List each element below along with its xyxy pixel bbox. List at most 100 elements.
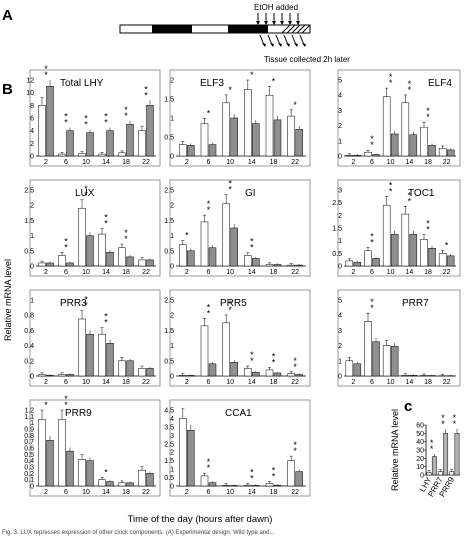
bar-gray (252, 258, 260, 267)
bar-gray (187, 250, 195, 267)
significance-star: * (293, 440, 297, 450)
y-tick-label: 10 (416, 464, 424, 471)
y-tick-label: 12 (26, 78, 34, 85)
bar-white (382, 204, 391, 267)
bar-white (98, 479, 106, 487)
ethoh-label: EtOH added (254, 3, 298, 12)
y-tick-label: 5 (338, 78, 342, 85)
chart-frame (337, 69, 461, 167)
y-tick-label: 0 (338, 374, 342, 381)
y-tick-label: 3 (338, 328, 342, 335)
y-tick-label: 3 (338, 188, 342, 195)
shared-x-axis-label: Time of the day (hours after dawn) (128, 514, 273, 525)
tissue-arrow-5 (299, 34, 305, 46)
bar-white (437, 471, 443, 476)
x-tick-label: 14 (102, 159, 110, 166)
bar-white (265, 94, 274, 157)
y-tick-label: 1 (170, 116, 174, 123)
chart-frame (29, 69, 161, 167)
y-tick-label: 0 (30, 374, 34, 381)
significance-star: * (104, 112, 108, 122)
tissue-arrow-2 (275, 34, 281, 46)
x-tick-label: 10 (226, 489, 234, 496)
panel-letter-a: A (2, 7, 13, 24)
bar-gray (372, 154, 380, 157)
y-tick-label: 3.5 (164, 424, 174, 431)
significance-star: * (370, 297, 374, 307)
significance-star: * (104, 318, 108, 328)
bar-white (222, 203, 230, 267)
y-tick-label: 1 (338, 138, 342, 145)
y-tick-label: 50 (416, 431, 424, 438)
y-tick-label: 0 (30, 154, 34, 161)
tissue-label: Tissue collected 2h later (264, 55, 350, 64)
bar-gray (146, 368, 154, 377)
significance-star: * (104, 219, 108, 229)
bar-gray (126, 124, 134, 157)
chart-title: GI (245, 188, 256, 199)
significance-star: * (389, 78, 393, 88)
significance-star: * (408, 85, 412, 95)
x-tick-label: 18 (270, 379, 278, 386)
x-tick-label: 18 (424, 379, 432, 386)
x-tick-label: 14 (248, 269, 256, 276)
significance-star: * (104, 118, 108, 128)
y-tick-label: 0.5 (164, 475, 174, 482)
bar-white (118, 482, 126, 487)
tissue-arrow-0 (259, 34, 265, 46)
bar-gray (454, 433, 460, 476)
significance-star: * (84, 301, 88, 311)
significance-star: * (370, 231, 374, 241)
chart-frame (169, 399, 311, 497)
significance-star: * (64, 243, 68, 253)
significance-star: * (228, 305, 232, 315)
significance-star: * (64, 237, 68, 247)
significance-star: * (441, 419, 445, 429)
bar-gray (230, 227, 238, 267)
chart-title: PRR9 (65, 408, 92, 419)
chart-title: PRR5 (220, 298, 247, 309)
bar-white (426, 472, 432, 476)
bar-gray (252, 372, 260, 377)
bar-white (118, 152, 126, 157)
significance-star: * (124, 111, 128, 121)
x-tick-label: 22 (291, 489, 299, 496)
significance-star: * (207, 205, 211, 215)
significance-star: * (104, 213, 108, 223)
y-tick-label: 4 (338, 313, 342, 320)
y-tick-label: 1.5 (164, 97, 174, 104)
y-axis-label: Relative mRNA level (390, 409, 400, 491)
chart-frame (169, 179, 311, 277)
y-tick-label: 2.5 (24, 188, 34, 195)
significance-star: * (389, 72, 393, 82)
y-tick-label: 0.5 (24, 452, 34, 459)
bar-white (364, 250, 372, 267)
bar-gray (428, 248, 436, 267)
y-tick-label: 4 (170, 416, 174, 423)
chart-title: LUX (75, 188, 95, 199)
ethoh-arrows (256, 13, 300, 25)
x-tick-label: 22 (443, 269, 451, 276)
panel-letter-b: B (2, 81, 13, 98)
bar-gray (353, 261, 362, 267)
y-tick-label: 4 (338, 93, 342, 100)
x-tick-label: 10 (82, 269, 90, 276)
tissue-arrow-1 (267, 34, 273, 46)
x-tick-label: 10 (387, 159, 395, 166)
bar-gray (295, 129, 303, 157)
x-tick-label: 6 (207, 269, 211, 276)
significance-star: * (64, 394, 68, 404)
significance-star: * (370, 140, 374, 150)
significance-star: * (84, 190, 88, 200)
chart-title: ELF3 (200, 78, 224, 89)
bar-white (382, 345, 391, 377)
tissue-arrows (259, 34, 306, 47)
bar-gray (431, 456, 437, 476)
bar-gray (86, 460, 94, 487)
x-tick-label: 22 (443, 159, 451, 166)
significance-star: * (272, 358, 276, 368)
bar-white (58, 153, 66, 157)
x-tick-label: 6 (370, 379, 374, 386)
x-tick-label: 2 (44, 269, 48, 276)
